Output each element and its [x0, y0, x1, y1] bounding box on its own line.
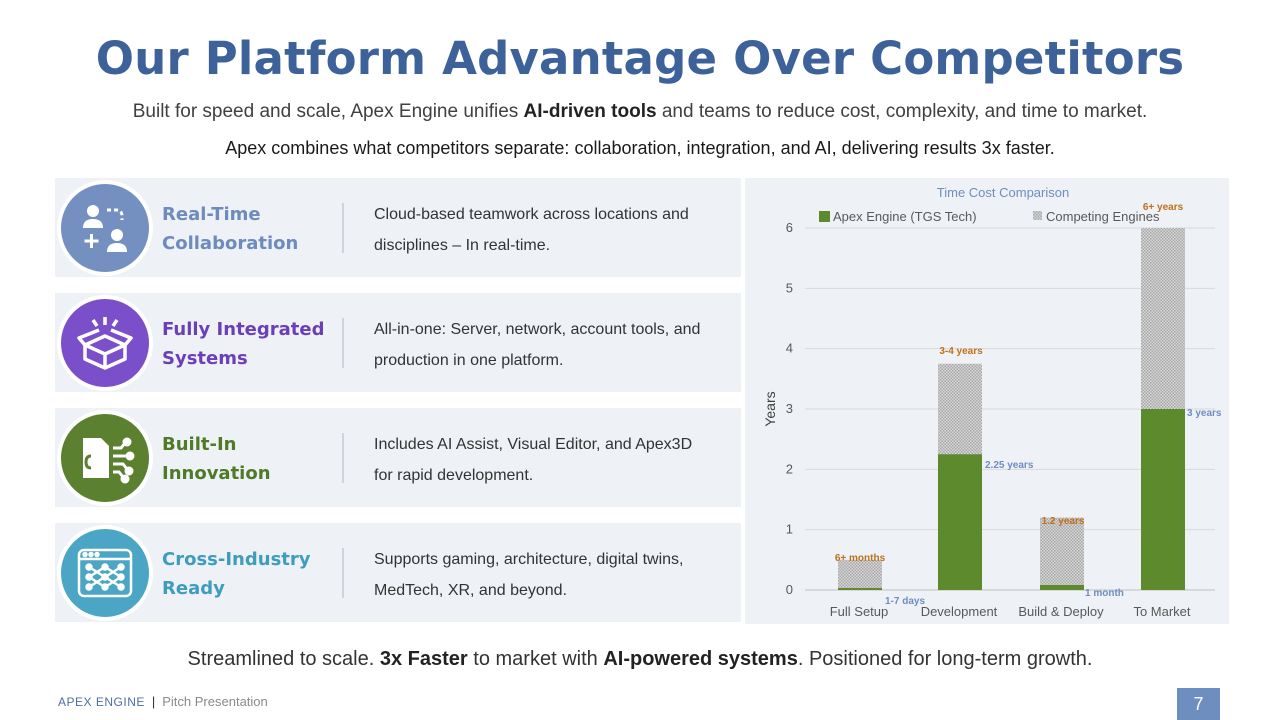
page-number: 7 [1177, 688, 1220, 720]
divider [342, 433, 344, 483]
y-tick-label: 0 [786, 582, 793, 597]
closing-statement: Streamlined to scale. 3x Faster to marke… [0, 648, 1280, 671]
feature-integrated-systems: Fully Integrated Systems All-in-one: Ser… [55, 293, 741, 392]
footer-label: Pitch Presentation [162, 694, 268, 709]
feature-description-line: All-in-one: Server, network, account too… [374, 321, 701, 338]
data-label-competing: 6+ months [835, 553, 886, 564]
feature-name-line: Innovation [162, 463, 271, 484]
open-box-icon [57, 295, 153, 391]
closing-bold: 3x Faster [379, 648, 468, 670]
x-tick-label: Build & Deploy [1018, 604, 1104, 619]
y-tick-label: 2 [786, 461, 793, 476]
feature-name: Cross-Industry Ready [162, 545, 337, 603]
time-cost-chart: 0 1 2 3 4 5 6 Years Time Cost Comparison Apex Eng… [745, 178, 1229, 624]
y-tick-label: 3 [786, 401, 793, 416]
feature-name-line: Cross-Industry [162, 549, 311, 570]
chart-canvas: 0 1 2 3 4 5 6 Years Time Cost Comparison Apex Eng… [762, 185, 1222, 619]
feature-name-line: Collaboration [162, 233, 299, 254]
subtitle-bold: AI-driven tools [523, 101, 657, 122]
ai-circuit-icon [57, 410, 153, 506]
feature-description-line: Supports gaming, architecture, digital t… [374, 551, 684, 568]
feature-description-line: Cloud-based teamwork across locations an… [374, 206, 689, 223]
data-label-apex: 1 month [1085, 588, 1124, 599]
slide-subtitle-secondary: Apex combines what competitors separate:… [225, 138, 1055, 158]
bar-apex [838, 588, 882, 590]
y-tick-label: 6 [786, 220, 793, 235]
feature-name-line: Ready [162, 578, 225, 599]
legend-swatch-competing [1033, 211, 1042, 220]
slide-title: Our Platform Advantage Over Competitors [95, 32, 1185, 85]
brand-logo: APEX ENGINE [58, 694, 145, 709]
legend-label-competing: Competing Engines [1046, 209, 1160, 224]
footer: APEX ENGINE | Pitch Presentation [58, 694, 268, 709]
subtitle-text-end: and teams to reduce cost, complexity, an… [656, 101, 1148, 122]
data-label-apex: 1-7 days [885, 596, 925, 607]
feature-name-line: Built-In [162, 434, 237, 455]
feature-name-line: Systems [162, 348, 248, 369]
feature-innovation: Built-In Innovation Includes AI Assist, … [55, 408, 741, 507]
feature-name-line: Real-Time [162, 204, 261, 225]
feature-description: All-in-one: Server, network, account too… [374, 314, 734, 376]
bar-apex [938, 454, 982, 590]
y-tick-label: 4 [786, 341, 793, 356]
feature-collaboration: Real-Time Collaboration Cloud-based team… [55, 178, 741, 277]
closing-text: Streamlined to scale. [187, 648, 380, 670]
y-tick-label: 5 [786, 280, 793, 295]
closing-text: to market with [467, 648, 604, 670]
data-label-apex: 3 years [1187, 408, 1222, 419]
network-window-icon [57, 525, 153, 621]
slide-subtitle: Built for speed and scale, Apex Engine u… [0, 101, 1280, 123]
footer-separator: | [151, 694, 156, 709]
closing-bold: AI-powered systems [603, 648, 798, 670]
divider [342, 318, 344, 368]
chart-title: Time Cost Comparison [937, 185, 1069, 200]
bar-competing [838, 559, 882, 590]
feature-name-line: Fully Integrated [162, 319, 325, 340]
y-tick-label: 1 [786, 522, 793, 537]
feature-description: Cloud-based teamwork across locations an… [374, 199, 734, 261]
feature-name: Fully Integrated Systems [162, 315, 337, 373]
y-axis-label: Years [762, 391, 778, 426]
data-label-apex: 2.25 years [985, 460, 1034, 471]
bar-apex [1040, 584, 1084, 590]
collaboration-icon [57, 180, 153, 276]
data-label-competing: 3-4 years [939, 346, 983, 357]
feature-description-line: Includes AI Assist, Visual Editor, and A… [374, 436, 693, 453]
legend-label-apex: Apex Engine (TGS Tech) [833, 209, 977, 224]
subtitle-text-start: Built for speed and scale, Apex Engine u… [132, 101, 524, 122]
divider [342, 548, 344, 598]
legend-swatch-apex [819, 211, 830, 222]
bar-competing [1040, 517, 1084, 590]
closing-text: . Positioned for long-term growth. [797, 648, 1093, 670]
data-label-competing: 1.2 years [1042, 516, 1085, 527]
feature-description-line: production in one platform. [374, 352, 564, 369]
x-tick-label: Development [921, 604, 998, 619]
feature-cross-industry: Cross-Industry Ready Supports gaming, ar… [55, 523, 741, 622]
divider [342, 203, 344, 253]
feature-description-line: for rapid development. [374, 467, 534, 484]
feature-description: Supports gaming, architecture, digital t… [374, 544, 734, 606]
feature-name: Real-Time Collaboration [162, 200, 337, 258]
feature-description-line: disciplines – In real-time. [374, 237, 551, 254]
feature-description-line: MedTech, XR, and beyond. [374, 582, 568, 599]
feature-description: Includes AI Assist, Visual Editor, and A… [374, 429, 734, 491]
x-tick-label: Full Setup [830, 604, 889, 619]
data-label-competing: 6+ years [1143, 202, 1184, 213]
bar-apex [1141, 409, 1185, 590]
x-tick-label: To Market [1133, 604, 1190, 619]
feature-name: Built-In Innovation [162, 430, 337, 488]
